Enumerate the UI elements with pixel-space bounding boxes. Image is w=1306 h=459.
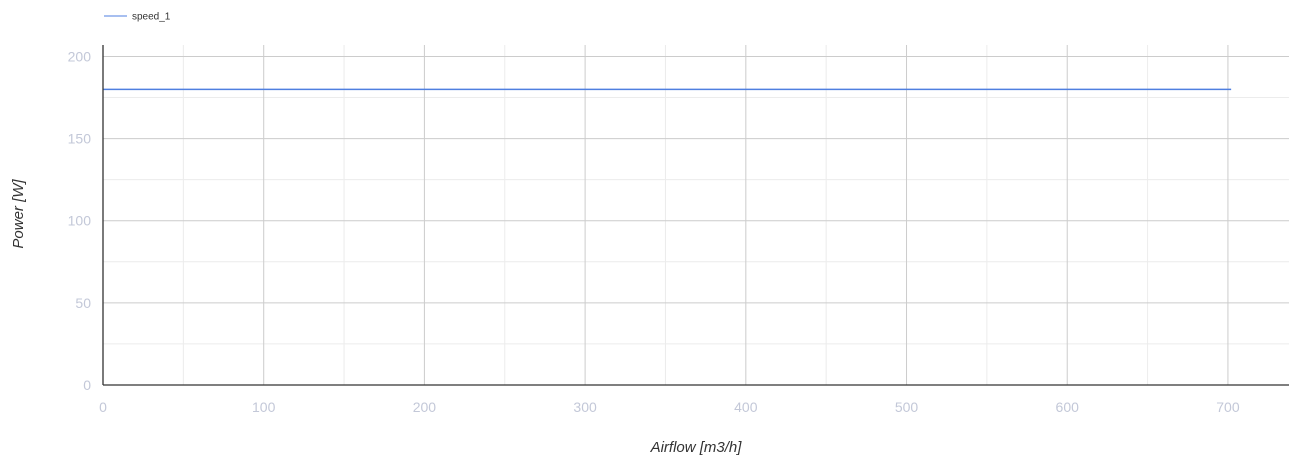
y-tick-label: 100 [68,213,92,229]
y-axis-title: Power [W] [10,179,27,249]
x-tick-label: 500 [895,399,919,415]
x-tick-label: 700 [1216,399,1240,415]
y-tick-label: 50 [75,295,91,311]
x-tick-label: 0 [99,399,107,415]
x-axis-title: Airflow [m3/h] [650,439,743,456]
legend-label-speed-1: speed_1 [132,12,171,23]
y-tick-label: 0 [83,377,91,393]
x-tick-label: 100 [252,399,276,415]
x-tick-labels: 0 100 200 300 400 500 600 700 [99,399,1240,415]
x-tick-label: 400 [734,399,758,415]
x-tick-label: 300 [573,399,597,415]
grid [103,45,1289,385]
y-tick-label: 200 [68,48,92,64]
y-tick-labels: 0 50 100 150 200 [68,48,92,393]
x-tick-label: 600 [1056,399,1080,415]
legend: speed_1 [104,12,171,23]
y-tick-label: 150 [68,131,92,147]
axes [102,45,1289,386]
x-tick-label: 200 [413,399,437,415]
